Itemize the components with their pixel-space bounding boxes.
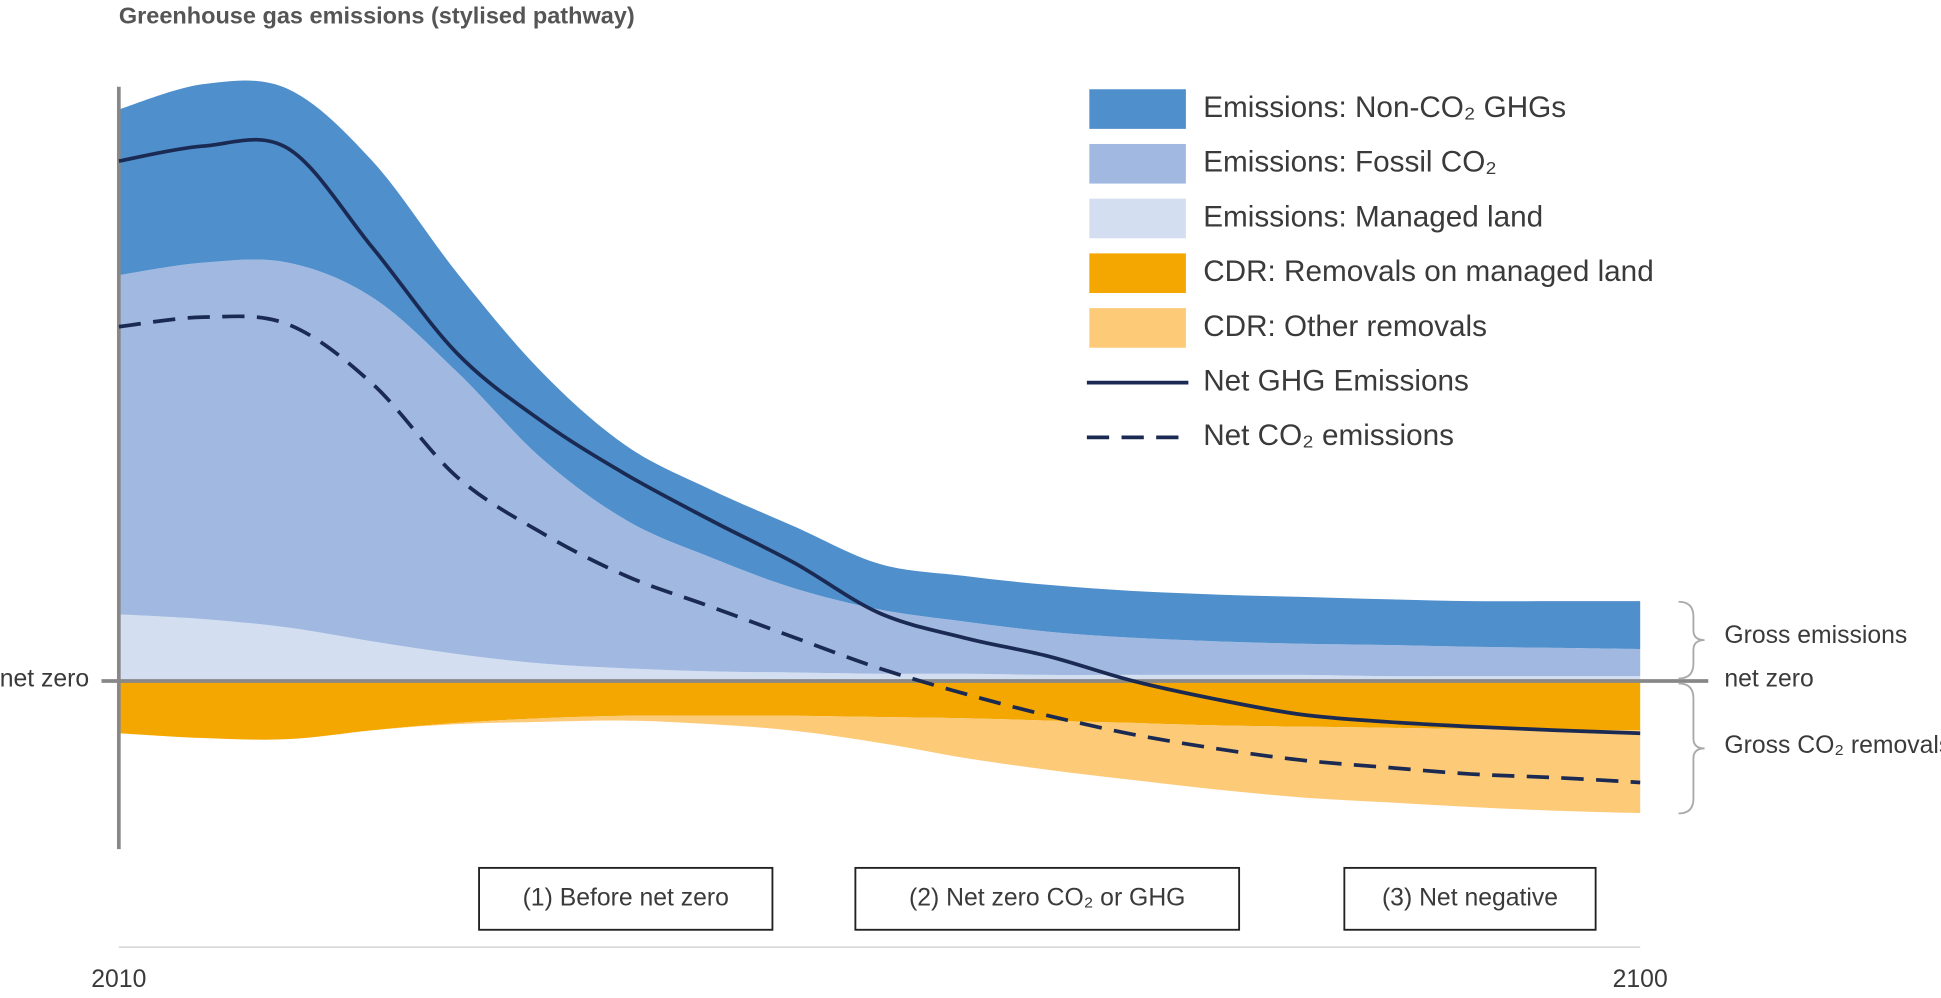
phase-box	[478, 866, 774, 931]
x-tick-label: 2100	[1613, 966, 1668, 993]
areas	[118, 80, 1641, 814]
legend-label: Net GHG Emissions	[1203, 364, 1469, 397]
phase-label: (3) Net negative	[1382, 884, 1558, 911]
legend-swatch	[1089, 253, 1186, 294]
legend-swatch	[1089, 143, 1186, 184]
area-band	[118, 680, 1641, 740]
legend-swatch	[1089, 198, 1186, 239]
line	[118, 137, 1641, 736]
phase-label: (2) Net zero CO₂ or GHG	[909, 884, 1185, 911]
brace	[1678, 682, 1705, 815]
legend-swatch	[1089, 308, 1186, 348]
legend-label: Emissions: Fossil CO₂	[1203, 146, 1497, 179]
annotation: Gross CO₂ removals	[1724, 732, 1941, 759]
area-band	[118, 259, 1641, 677]
brace	[1678, 600, 1705, 680]
chart-title: Greenhouse gas emissions (stylised pathw…	[119, 3, 635, 29]
phase-box	[1343, 866, 1597, 931]
legend-label: Net CO₂ emissions	[1203, 419, 1454, 452]
area-band	[118, 80, 1641, 650]
legend-label: CDR: Removals on managed land	[1203, 255, 1654, 288]
area-band	[118, 715, 1641, 814]
area-band	[118, 614, 1641, 681]
legend-label: Emissions: Non-CO₂ GHGs	[1203, 91, 1566, 124]
phase-label: (1) Before net zero	[523, 884, 729, 911]
annotation: net zero	[1724, 665, 1813, 692]
legend-label: Emissions: Managed land	[1203, 200, 1543, 233]
annotation: Gross emissions	[1724, 622, 1907, 649]
phase-box	[854, 866, 1241, 931]
legend-swatch	[1089, 89, 1186, 129]
legend-label: CDR: Other removals	[1203, 310, 1487, 343]
x-tick-label: 2010	[91, 966, 146, 993]
annotation: net zero	[0, 665, 89, 692]
